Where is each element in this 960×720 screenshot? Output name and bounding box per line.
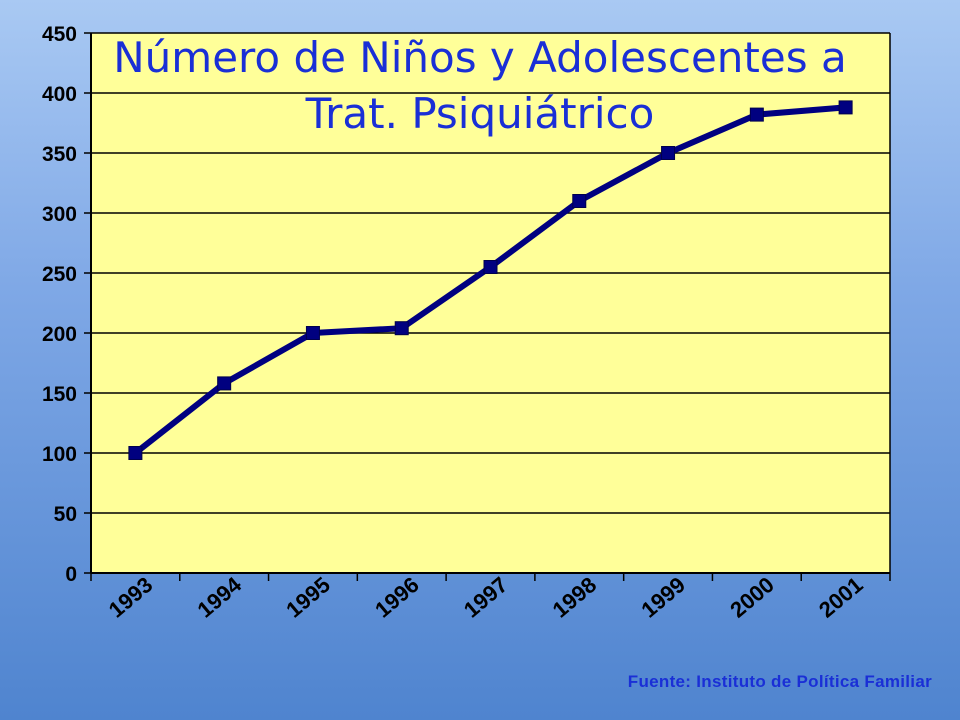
chart-title-line-1: Número de Niños y Adolescentes a (113, 33, 847, 82)
data-point (749, 107, 764, 122)
data-point (394, 321, 409, 336)
x-tick-label: 2000 (725, 572, 779, 623)
x-tick-label: 1997 (459, 572, 513, 623)
data-point (128, 446, 143, 460)
plot-area (91, 33, 890, 573)
x-axis-ticks: 1993 1994 1995 1996 1997 1998 1999 2000 2001 (90, 571, 891, 623)
data-point (217, 376, 232, 391)
y-tick-label: 200 (42, 323, 77, 346)
y-tick-label: 0 (65, 563, 77, 586)
data-point (838, 100, 853, 115)
y-tick-label: 100 (42, 443, 77, 466)
series-markers (128, 100, 853, 460)
data-point (572, 194, 587, 208)
data-point (305, 326, 320, 340)
x-tick-label: 1993 (104, 572, 158, 623)
x-tick-label: 1996 (370, 572, 424, 623)
data-point (483, 260, 498, 274)
chart-title: Número de Niños y Adolescentes a Trat. P… (95, 30, 865, 142)
source-note: Fuente: Instituto de Política Familiar (627, 672, 932, 691)
chart-title-line-2: Trat. Psiquiátrico (305, 89, 655, 138)
y-tick-label: 50 (54, 503, 77, 526)
y-tick-label: 250 (42, 263, 77, 286)
y-tick-label: 450 (42, 23, 77, 46)
gridlines (91, 32, 890, 514)
data-point (661, 146, 676, 160)
y-tick-label: 400 (42, 83, 77, 106)
y-tick-label: 350 (42, 143, 77, 166)
x-tick-label: 1995 (281, 572, 335, 623)
x-tick-label: 1998 (548, 572, 602, 623)
y-tick-label: 150 (42, 383, 77, 406)
y-tick-label: 300 (42, 203, 77, 226)
x-tick-label: 1994 (193, 571, 247, 622)
y-axis-ticks: 0 50 100 150 200 250 300 350 400 450 (42, 23, 91, 586)
x-tick-label: 2001 (814, 572, 868, 623)
axes (90, 33, 891, 574)
x-tick-label: 1999 (636, 572, 690, 623)
